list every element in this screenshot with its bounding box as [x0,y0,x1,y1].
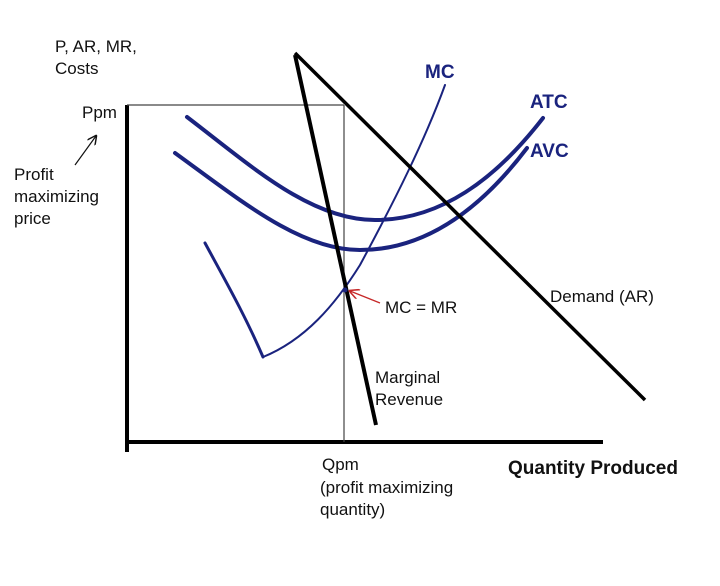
mc-mr-arrow [350,291,381,304]
ppm-note-line3: price [14,209,51,228]
atc-label: ATC [530,92,568,113]
ppm-note-line2: maximizing [14,187,99,206]
mc-label: MC [425,62,455,83]
avc-label: AVC [530,141,569,162]
mc-curve-lower [203,241,265,359]
y-axis-label-line1: P, AR, MR, [55,37,137,56]
ppm-note-line1: Profit [14,165,54,184]
marginal-revenue-line [293,54,378,426]
demand-line [293,51,647,402]
marginal-revenue-label-line1: Marginal [375,368,440,387]
ppm-arrow [74,136,96,166]
ppm-tick-label: Ppm [82,103,117,122]
atc-curve [185,115,545,223]
y-axis-label-line2: Costs [55,59,98,78]
mc-equals-mr-label: MC = MR [385,298,457,317]
qpm-tick-label: Qpm [322,455,359,474]
x-axis-label: Quantity Produced [508,458,678,479]
qpm-note-line1: (profit maximizing [320,478,453,497]
mc-mr-intersection-point [342,287,348,293]
qpm-note-line2: quantity) [320,500,385,519]
demand-label: Demand (AR) [550,287,654,306]
avc-curve [173,146,529,253]
marginal-revenue-label-line2: Revenue [375,390,443,409]
